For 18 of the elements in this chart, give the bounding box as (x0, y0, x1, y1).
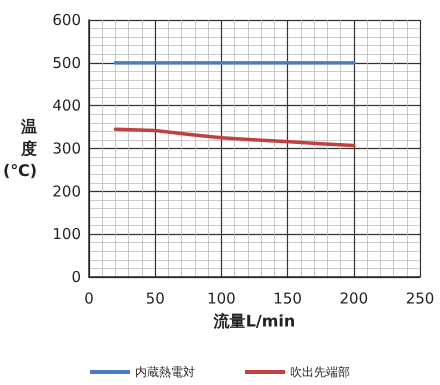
y-tick-label: 300 (52, 140, 81, 158)
y-tick-label: 400 (52, 96, 81, 115)
x-tick-label: 250 (406, 290, 434, 308)
y-tick-label: 200 (52, 182, 81, 200)
legend-label: 吹出先端部 (290, 365, 350, 379)
line-series (114, 127, 356, 148)
x-tick-label: 200 (339, 290, 368, 308)
x-tick-label: 0 (84, 290, 94, 308)
legend-label: 内蔵熱電対 (135, 365, 195, 379)
y-tick-label: 600 (52, 11, 81, 29)
y-tick-label: 100 (52, 225, 81, 244)
x-tick-label: 50 (146, 290, 165, 308)
x-tick-label: 100 (207, 290, 236, 308)
y-axis-title: 温度(℃) (3, 117, 37, 180)
x-axis-title: 流量L/min (212, 312, 296, 330)
y-tick-label: 500 (52, 54, 81, 72)
y-tick-label: 0 (71, 268, 81, 286)
x-tick-label: 150 (273, 290, 302, 308)
